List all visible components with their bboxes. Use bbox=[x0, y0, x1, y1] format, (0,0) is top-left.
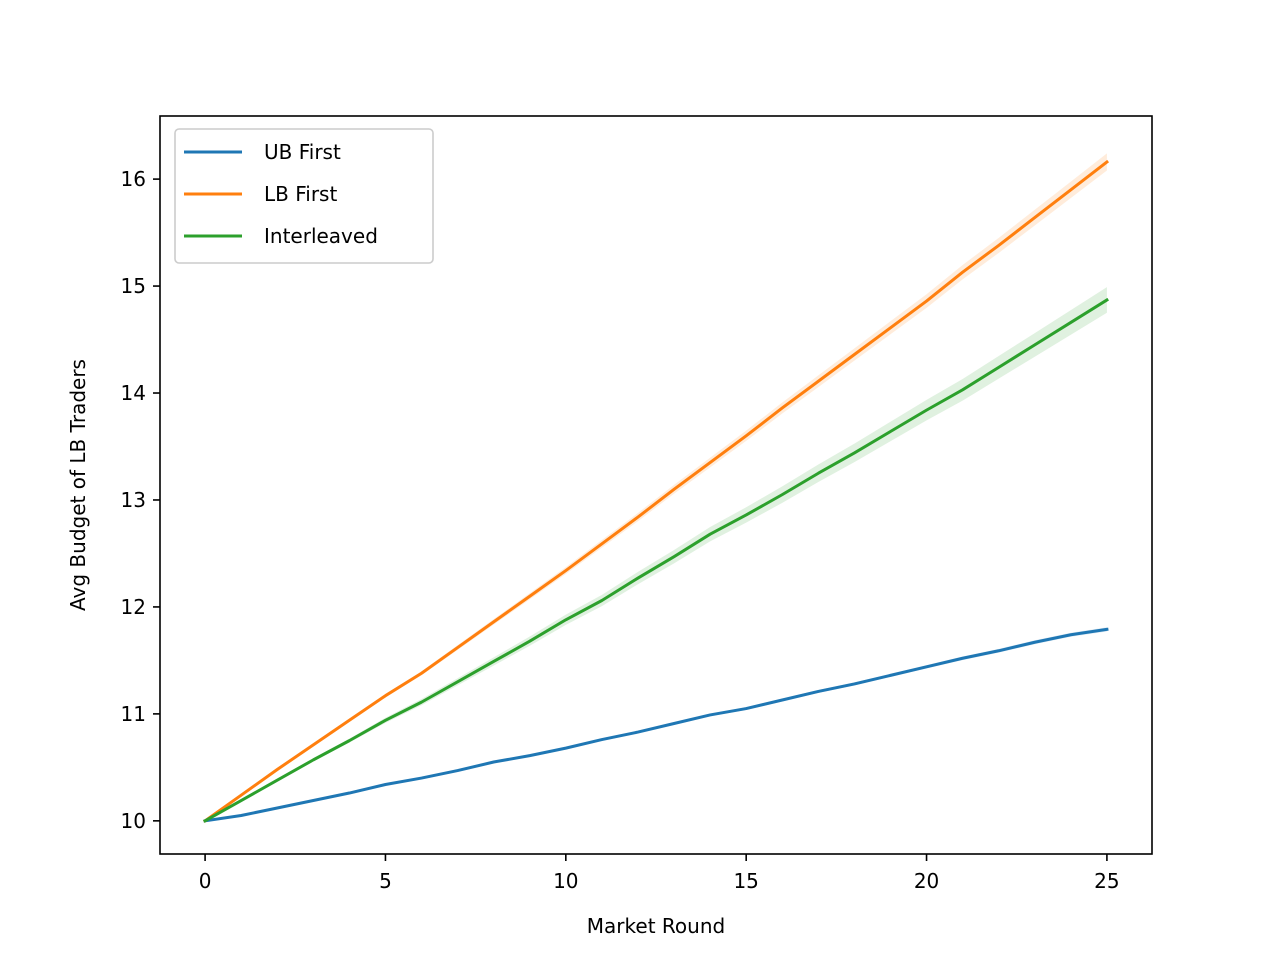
y-axis: 10 11 12 13 14 15 16 bbox=[121, 167, 160, 833]
y-tick-label: 14 bbox=[121, 381, 146, 405]
y-tick-label: 16 bbox=[121, 167, 146, 191]
legend-label-lb-first: LB First bbox=[264, 182, 337, 206]
x-tick-label: 10 bbox=[553, 869, 578, 893]
series-line-ub-first bbox=[203, 627, 1109, 823]
x-tick-label: 5 bbox=[379, 869, 392, 893]
plot-frame bbox=[159, 115, 1153, 855]
legend-label-interleaved: Interleaved bbox=[264, 224, 378, 248]
y-tick-label: 13 bbox=[121, 488, 146, 512]
y-tick-label: 15 bbox=[121, 274, 146, 298]
x-tick-label: 15 bbox=[733, 869, 758, 893]
x-tick-label: 20 bbox=[914, 869, 939, 893]
x-tick-label: 25 bbox=[1094, 869, 1119, 893]
legend-box bbox=[174, 128, 434, 264]
x-axis-label: Market Round bbox=[587, 914, 725, 938]
x-axis: 0 5 10 15 20 25 bbox=[199, 854, 1120, 893]
series-lines bbox=[202, 159, 1110, 823]
y-tick-label: 11 bbox=[121, 702, 146, 726]
y-tick-label: 12 bbox=[121, 595, 146, 619]
series-line-interleaved bbox=[203, 297, 1109, 823]
series-line-lb-first bbox=[202, 159, 1110, 823]
legend: UB First LB First Interleaved bbox=[174, 128, 434, 264]
x-tick-label: 0 bbox=[199, 869, 212, 893]
y-tick-label: 10 bbox=[121, 809, 146, 833]
y-axis-label: Avg Budget of LB Traders bbox=[66, 359, 90, 611]
legend-label-ub-first: UB First bbox=[264, 140, 341, 164]
